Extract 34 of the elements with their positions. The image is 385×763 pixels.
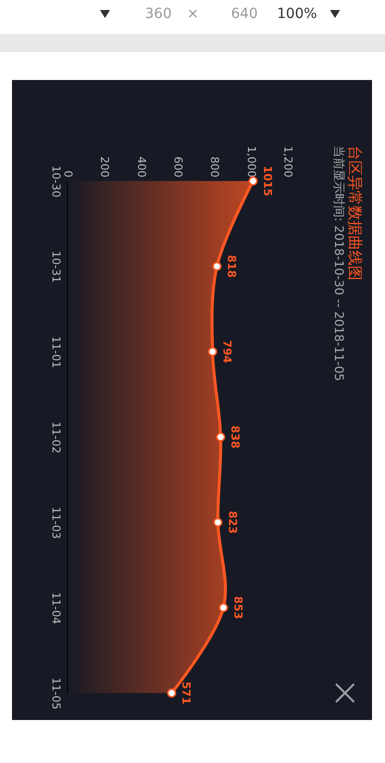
point <box>248 176 258 186</box>
y-tick-label: 11-04 <box>50 592 62 624</box>
y-tick-label: 10-30 <box>50 166 62 198</box>
text: 640 <box>231 6 258 22</box>
data-label: 853 <box>231 596 244 620</box>
text: 台区异常数据曲线图 <box>346 146 364 281</box>
data-label: 823 <box>226 510 239 534</box>
point <box>218 603 228 612</box>
text: 100% <box>277 6 318 22</box>
x-tick-label: 800 <box>208 156 222 178</box>
text: 当前显示时间: 2018-10-30 -- 2018-11-05 <box>332 146 346 382</box>
data-label: 1015 <box>261 166 274 196</box>
y-tick-label: 10-31 <box>50 250 62 283</box>
x-tick-label: 1,200 <box>282 146 294 178</box>
point <box>216 432 226 442</box>
x-tick-label: 400 <box>134 156 148 178</box>
x-tick-label: 200 <box>98 156 112 178</box>
data-label: 794 <box>220 340 234 364</box>
y-tick-label: 11-05 <box>50 678 62 710</box>
x-tick-label: 0 <box>62 170 74 178</box>
x-tick-label: 600 <box>172 156 184 178</box>
point <box>213 518 223 527</box>
data-label: 571 <box>180 682 193 704</box>
data-label: 838 <box>228 426 242 448</box>
point <box>212 262 222 271</box>
text: × <box>187 6 199 22</box>
text: 360 <box>145 6 172 22</box>
y-tick-label: 11-03 <box>50 506 62 539</box>
y-tick-label: 11-01 <box>50 336 62 368</box>
point <box>167 688 176 698</box>
point <box>208 347 218 356</box>
data-label: 818 <box>224 254 238 278</box>
x-tick-label: 1,000 <box>244 146 258 178</box>
y-tick-label: 11-02 <box>50 422 62 454</box>
